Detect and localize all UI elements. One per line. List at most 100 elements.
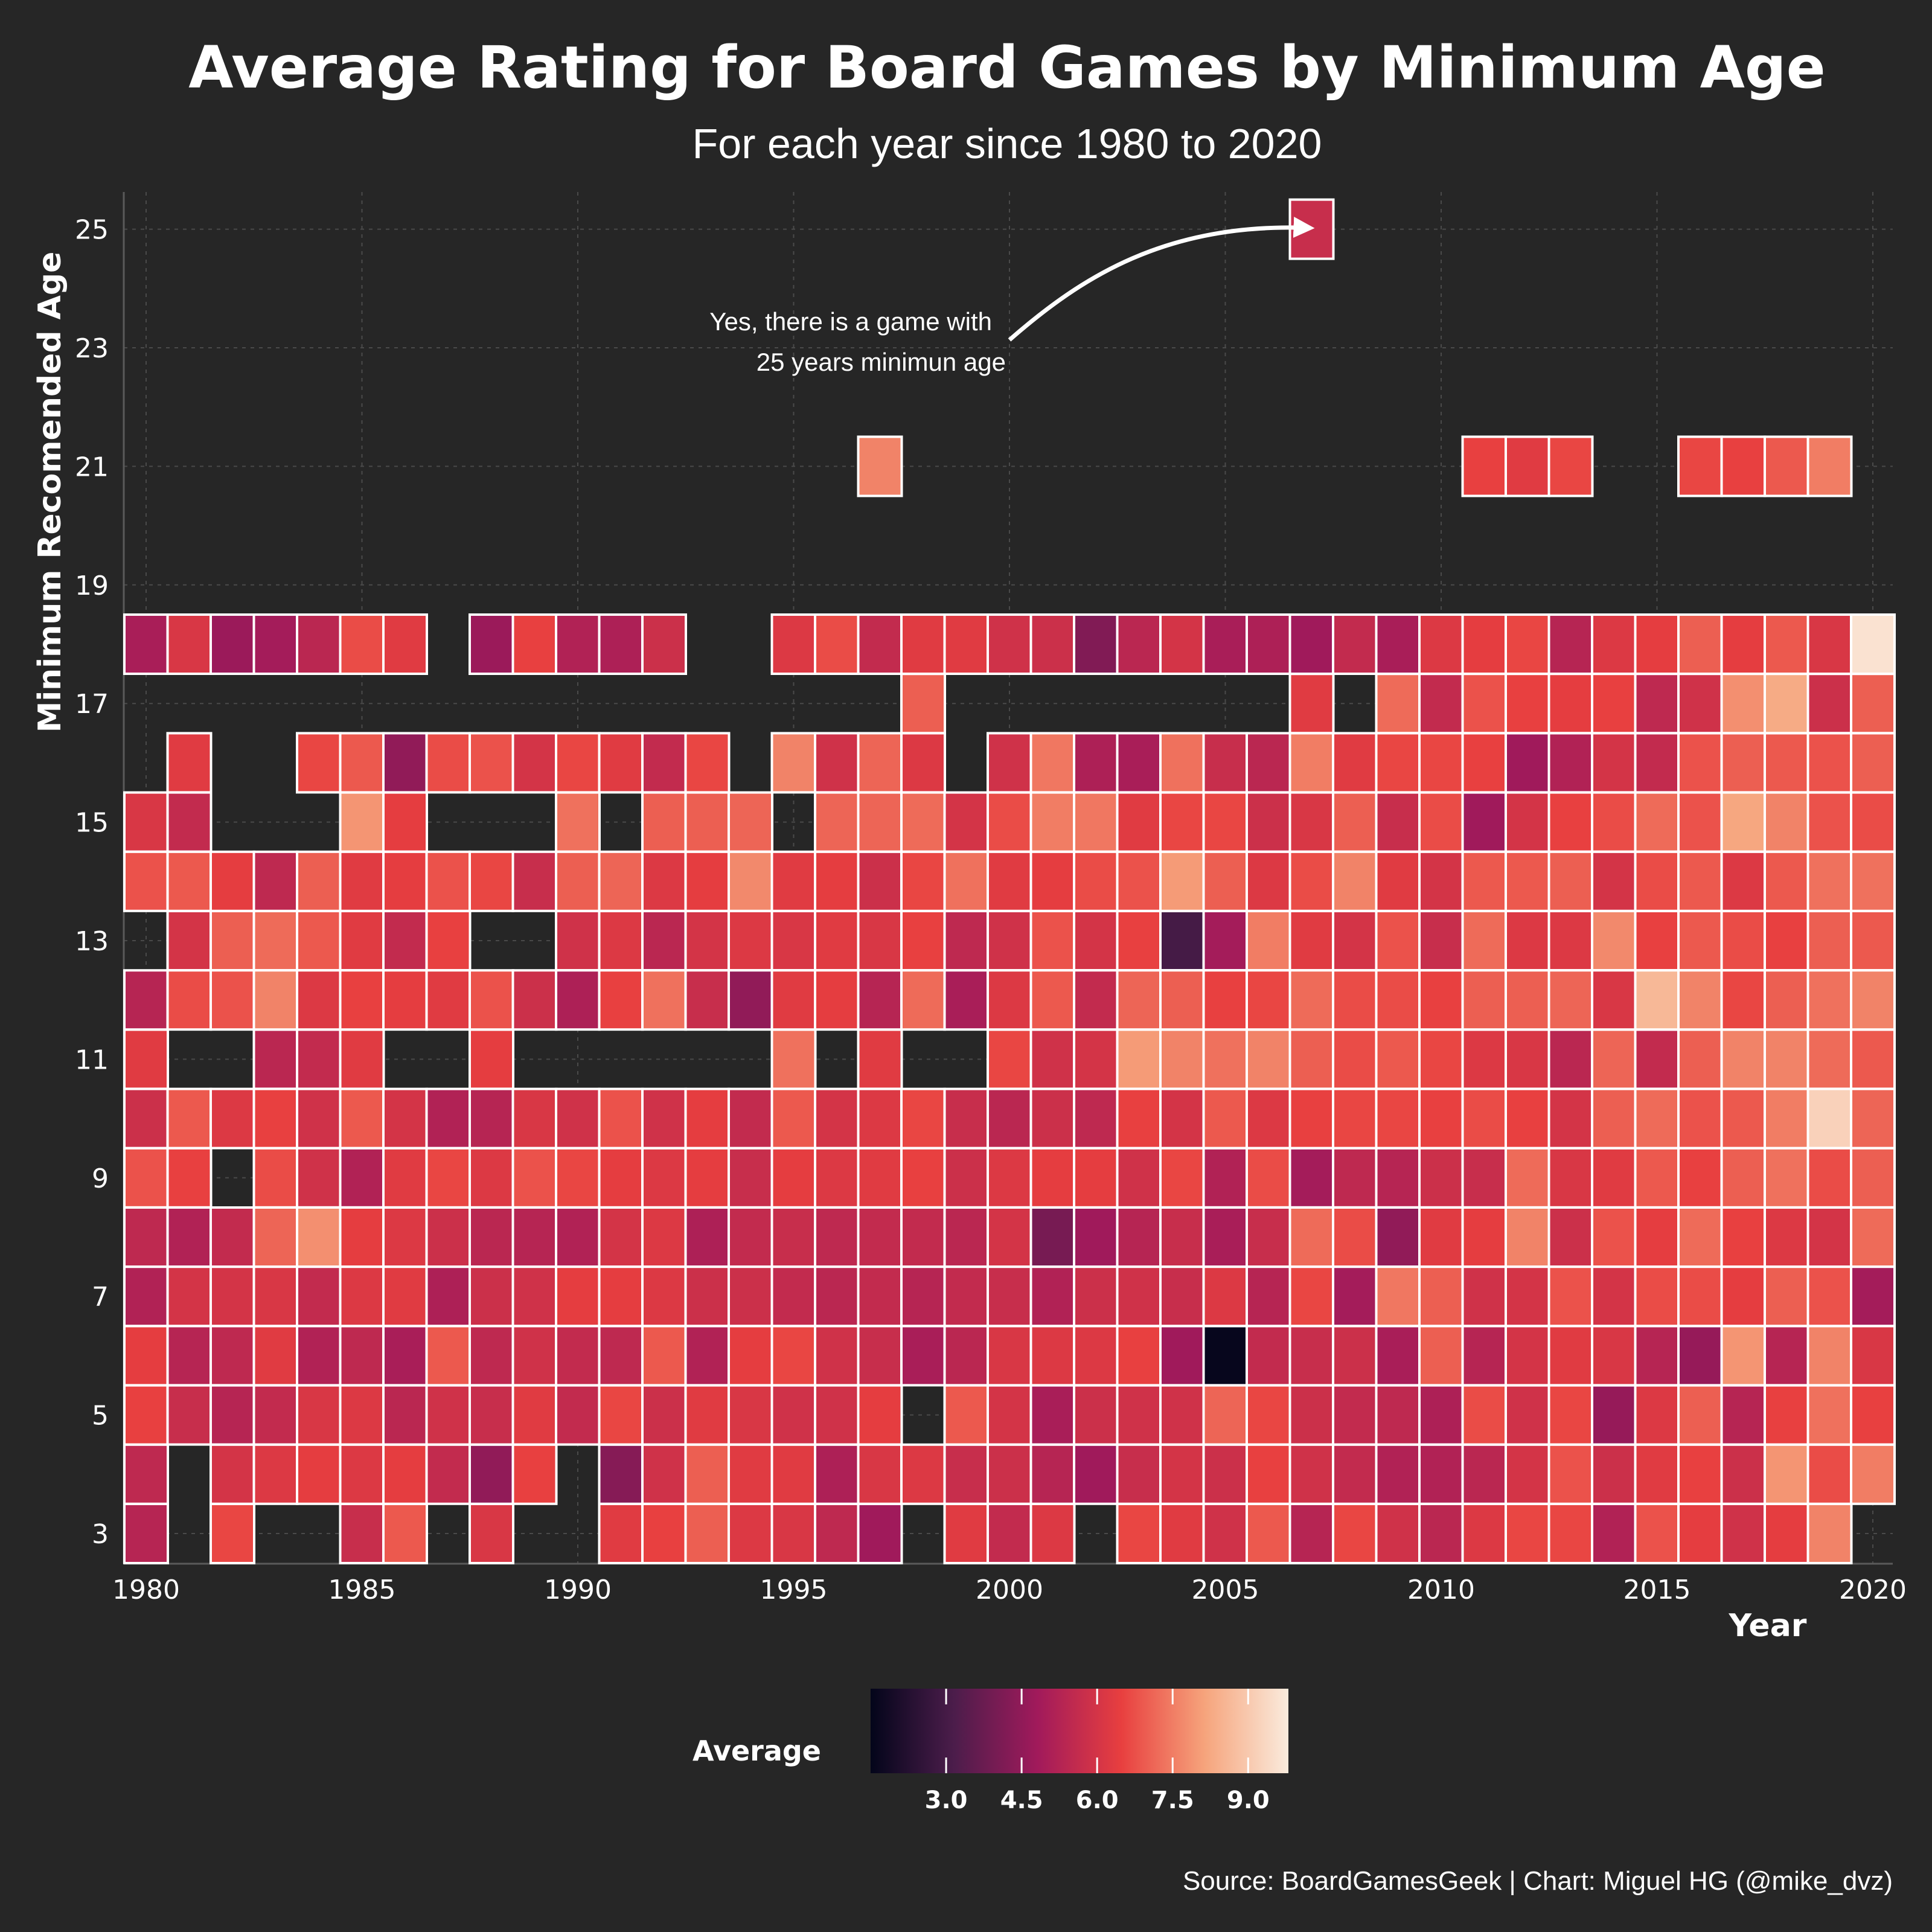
heatmap-cell bbox=[1505, 1206, 1550, 1268]
heatmap-cell bbox=[1029, 1087, 1076, 1150]
heatmap-cell bbox=[684, 1384, 731, 1446]
heatmap-cell bbox=[1202, 1384, 1249, 1446]
heatmap-cell bbox=[598, 910, 644, 971]
heatmap-cell bbox=[1246, 1384, 1291, 1446]
heatmap-cell bbox=[1202, 1325, 1249, 1387]
x-tick-label: 2005 bbox=[1192, 1575, 1259, 1605]
heatmap-cell bbox=[857, 850, 903, 912]
heatmap-cell bbox=[1073, 1147, 1119, 1209]
heatmap-cell bbox=[1159, 791, 1205, 853]
heatmap-cell bbox=[814, 791, 860, 853]
heatmap-cell bbox=[1375, 1028, 1421, 1090]
heatmap-cell bbox=[166, 1325, 213, 1387]
heatmap-cell bbox=[857, 1147, 903, 1209]
heatmap-cell bbox=[296, 1206, 342, 1268]
heatmap-cell bbox=[1288, 1028, 1335, 1090]
heatmap-cell bbox=[555, 1087, 601, 1150]
heatmap-cell bbox=[1806, 1325, 1853, 1387]
heatmap-cell bbox=[296, 850, 342, 912]
heatmap-cell bbox=[1375, 1325, 1421, 1387]
heatmap-cell bbox=[1418, 791, 1464, 853]
heatmap-cell bbox=[684, 1206, 731, 1268]
heatmap-cell bbox=[1505, 1384, 1550, 1446]
legend-tick-label: 3.0 bbox=[925, 1786, 968, 1814]
heatmap-cell bbox=[598, 1147, 644, 1209]
heatmap-cell bbox=[252, 1147, 299, 1209]
legend-tick-label: 7.5 bbox=[1151, 1786, 1194, 1814]
heatmap-cell bbox=[1418, 1265, 1464, 1328]
heatmap-cell bbox=[857, 791, 903, 853]
heatmap-cell bbox=[166, 910, 213, 971]
heatmap-cell bbox=[1634, 1325, 1680, 1387]
heatmap-cell bbox=[770, 1206, 817, 1268]
heatmap-cell bbox=[1547, 1325, 1594, 1387]
heatmap-cell bbox=[166, 1206, 213, 1268]
heatmap-cell bbox=[210, 1206, 255, 1268]
heatmap-cell bbox=[728, 1443, 773, 1505]
heatmap-cell bbox=[987, 969, 1032, 1031]
heatmap-cell bbox=[1375, 1265, 1421, 1328]
heatmap-cell bbox=[1677, 1087, 1723, 1150]
heatmap-cell bbox=[1634, 850, 1680, 912]
heatmap-cell bbox=[1418, 1206, 1464, 1268]
heatmap-cell bbox=[770, 732, 817, 794]
heatmap-cell bbox=[123, 850, 169, 912]
heatmap-cell bbox=[1288, 1147, 1335, 1209]
heatmap-cell bbox=[1246, 1265, 1291, 1328]
heatmap-cell bbox=[296, 969, 342, 1031]
heatmap-cell bbox=[641, 1265, 687, 1328]
heatmap-cell bbox=[1505, 1265, 1550, 1328]
heatmap-cell bbox=[1332, 1384, 1378, 1446]
heatmap-cell bbox=[425, 1206, 472, 1268]
heatmap-cell bbox=[1850, 1443, 1896, 1505]
heatmap-cell bbox=[1547, 1384, 1594, 1446]
heatmap-cell bbox=[511, 1325, 558, 1387]
heatmap-cell bbox=[1806, 1443, 1853, 1505]
heatmap-cell bbox=[1591, 1384, 1637, 1446]
heatmap-cell bbox=[1116, 1147, 1162, 1209]
heatmap-cell bbox=[1547, 435, 1594, 497]
heatmap-cell bbox=[641, 1503, 687, 1564]
heatmap-cell bbox=[1332, 850, 1378, 912]
heatmap-cell bbox=[641, 1384, 687, 1446]
heatmap-cell bbox=[1332, 910, 1378, 971]
heatmap-cell bbox=[900, 1265, 946, 1328]
heatmap-cell bbox=[943, 1325, 990, 1387]
heatmap-cell bbox=[1720, 910, 1767, 971]
heatmap-cell bbox=[1806, 613, 1853, 675]
color-legend: Average 3.0 4.5 6.0 7.5 9.0 bbox=[693, 1689, 1288, 1814]
heatmap-cell bbox=[1677, 1265, 1723, 1328]
heatmap-cell bbox=[382, 613, 428, 675]
heatmap-cell bbox=[1073, 1443, 1119, 1505]
heatmap-cell bbox=[1202, 791, 1249, 853]
heatmap-cell bbox=[684, 791, 731, 853]
heatmap-cell bbox=[1634, 673, 1680, 735]
heatmap-cell bbox=[425, 1384, 472, 1446]
heatmap-cell bbox=[728, 969, 773, 1031]
heatmap-cell bbox=[900, 969, 946, 1031]
heatmap-cell bbox=[1634, 969, 1680, 1031]
heatmap-cell bbox=[1547, 850, 1594, 912]
heatmap-cell bbox=[339, 613, 385, 675]
heatmap-cell bbox=[1288, 1265, 1335, 1328]
heatmap-cell bbox=[123, 1206, 169, 1268]
heatmap-cell bbox=[1806, 910, 1853, 971]
heatmap-cell bbox=[1720, 1443, 1767, 1505]
heatmap-cell bbox=[339, 910, 385, 971]
heatmap-cell bbox=[900, 1087, 946, 1150]
heatmap-cell bbox=[900, 732, 946, 794]
heatmap-cell bbox=[1332, 1443, 1378, 1505]
heatmap-cell bbox=[469, 1087, 514, 1150]
heatmap-cell bbox=[1159, 1028, 1205, 1090]
heatmap-cell bbox=[1850, 1265, 1896, 1328]
heatmap-cell bbox=[555, 910, 601, 971]
heatmap-cell bbox=[857, 1265, 903, 1328]
heatmap-cell bbox=[382, 1087, 428, 1150]
heatmap-cell bbox=[1634, 1384, 1680, 1446]
heatmap-cell bbox=[1418, 1147, 1464, 1209]
heatmap-cell bbox=[684, 1325, 731, 1387]
heatmap-cell bbox=[1505, 1028, 1550, 1090]
legend-tick-label: 4.5 bbox=[1000, 1786, 1043, 1814]
heatmap-cell bbox=[425, 850, 472, 912]
heatmap-cell bbox=[1159, 1206, 1205, 1268]
